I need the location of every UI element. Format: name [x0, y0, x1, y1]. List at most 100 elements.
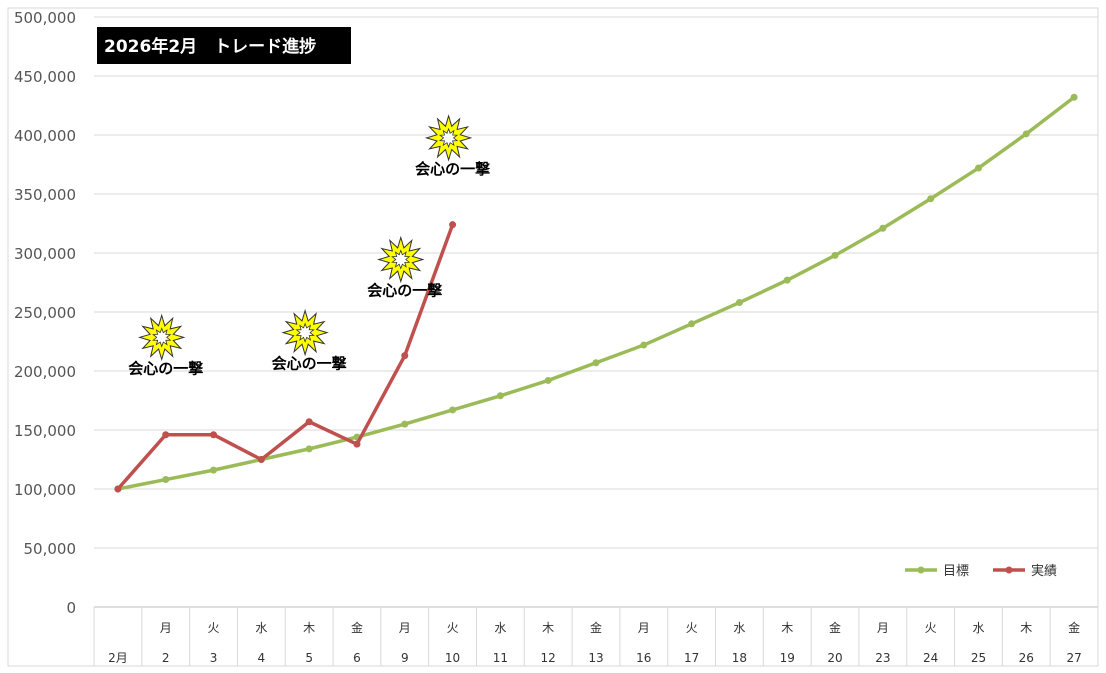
legend-marker [917, 566, 925, 574]
x-day-label: 3 [210, 651, 218, 665]
y-tick-label: 500,000 [14, 9, 76, 27]
data-point [449, 221, 457, 229]
x-day-label: 27 [1066, 651, 1081, 665]
legend-label: 実績 [1031, 563, 1057, 579]
x-day-label: 24 [923, 651, 938, 665]
chart-title-box: 2026年2月 トレード進捗 [97, 27, 351, 64]
x-day-label: 17 [684, 651, 699, 665]
y-axis: 0 50,000 100,000 150,000 200,000 250,000 300,0… [14, 9, 76, 617]
y-tick-label: 100,000 [14, 481, 76, 499]
y-tick-label: 450,000 [14, 68, 76, 86]
x-weekday-label: 木 [303, 621, 315, 635]
x-weekday-label: 木 [542, 621, 554, 635]
x-day-label: 2 [162, 651, 170, 665]
data-point [688, 320, 696, 328]
x-day-label: 2月 [108, 651, 128, 665]
data-point [114, 485, 122, 493]
data-point [831, 251, 839, 259]
x-day-label: 25 [971, 651, 986, 665]
x-day-label: 10 [445, 651, 460, 665]
y-tick-label: 250,000 [14, 304, 76, 322]
y-tick-label: 300,000 [14, 245, 76, 263]
data-point [305, 445, 313, 453]
legend-marker [1005, 566, 1013, 574]
x-weekday-label: 火 [686, 621, 698, 635]
data-point [401, 420, 409, 428]
y-tick-label: 50,000 [24, 540, 77, 558]
x-weekday-label: 水 [494, 621, 506, 635]
chart-border [7, 7, 1099, 667]
x-day-label: 11 [493, 651, 508, 665]
x-day-label: 23 [875, 651, 890, 665]
data-point [162, 431, 170, 439]
data-point [974, 164, 982, 172]
annotation-label: 会心の一撃 [415, 160, 490, 178]
data-point [353, 440, 361, 448]
burst-center-icon [391, 249, 411, 270]
data-point [401, 352, 409, 360]
data-point [735, 299, 743, 307]
gridlines [94, 16, 1098, 549]
series-group [114, 93, 1078, 493]
data-point [927, 195, 935, 203]
data-point [783, 276, 791, 284]
x-weekday-label: 火 [447, 621, 459, 635]
legend-label: 目標 [943, 564, 969, 579]
chart-title-background [97, 27, 351, 64]
burst-center-icon [438, 127, 459, 149]
x-day-label: 9 [401, 651, 409, 665]
x-day-label: 12 [541, 651, 556, 665]
x-weekday-label: 金 [351, 620, 363, 635]
y-tick-label: 200,000 [14, 363, 76, 381]
data-point [879, 224, 887, 232]
series-line-1 [116, 224, 455, 491]
x-day-label: 19 [780, 651, 795, 665]
data-point [592, 359, 600, 367]
x-day-label: 20 [827, 651, 842, 665]
x-weekday-label: 水 [972, 621, 984, 635]
x-weekday-label: 金 [590, 620, 602, 635]
data-point [496, 392, 504, 400]
x-weekday-label: 月 [877, 621, 889, 635]
x-day-label: 5 [305, 651, 313, 665]
data-point [210, 466, 218, 474]
x-day-label: 13 [588, 651, 603, 665]
annotation-label: 会心の一撃 [128, 359, 203, 377]
annotation-label: 会心の一撃 [272, 355, 347, 373]
y-tick-label: 0 [66, 599, 76, 617]
x-day-label: 6 [353, 651, 361, 665]
data-point [1022, 130, 1030, 138]
x-weekday-label: 月 [160, 621, 172, 635]
x-axis: 2月 月 2 火 3 水 4 木 5 金 6 月 9 火 10 水 11 木 12 金 13 月 16 火 17 水 18 木 19 金 2… [93, 606, 1099, 666]
x-weekday-label: 金 [829, 620, 841, 635]
x-weekday-label: 月 [638, 621, 650, 635]
data-point [257, 456, 265, 463]
x-day-label: 16 [636, 651, 651, 665]
data-point [640, 341, 648, 349]
data-point [210, 431, 218, 439]
data-point [1070, 93, 1078, 101]
data-point [162, 476, 170, 484]
data-point [544, 376, 552, 384]
data-point [449, 406, 457, 414]
data-point [305, 418, 313, 426]
x-day-label: 18 [732, 651, 747, 665]
y-tick-label: 400,000 [14, 127, 76, 145]
x-weekday-label: 水 [733, 621, 745, 635]
legend: 目標 実績 [905, 563, 1057, 579]
y-tick-label: 150,000 [14, 422, 76, 440]
x-weekday-label: 金 [1068, 620, 1080, 635]
burst-center-icon [295, 322, 315, 343]
chart-title: 2026年2月 トレード進捗 [104, 36, 316, 57]
x-weekday-label: 月 [399, 621, 411, 635]
y-tick-label: 350,000 [14, 186, 76, 204]
burst-center-icon [152, 327, 172, 348]
x-day-label: 26 [1019, 651, 1034, 665]
x-day-label: 4 [258, 651, 266, 665]
x-weekday-label: 火 [925, 621, 937, 635]
x-weekday-label: 火 [208, 621, 220, 635]
x-weekday-label: 水 [255, 621, 267, 635]
